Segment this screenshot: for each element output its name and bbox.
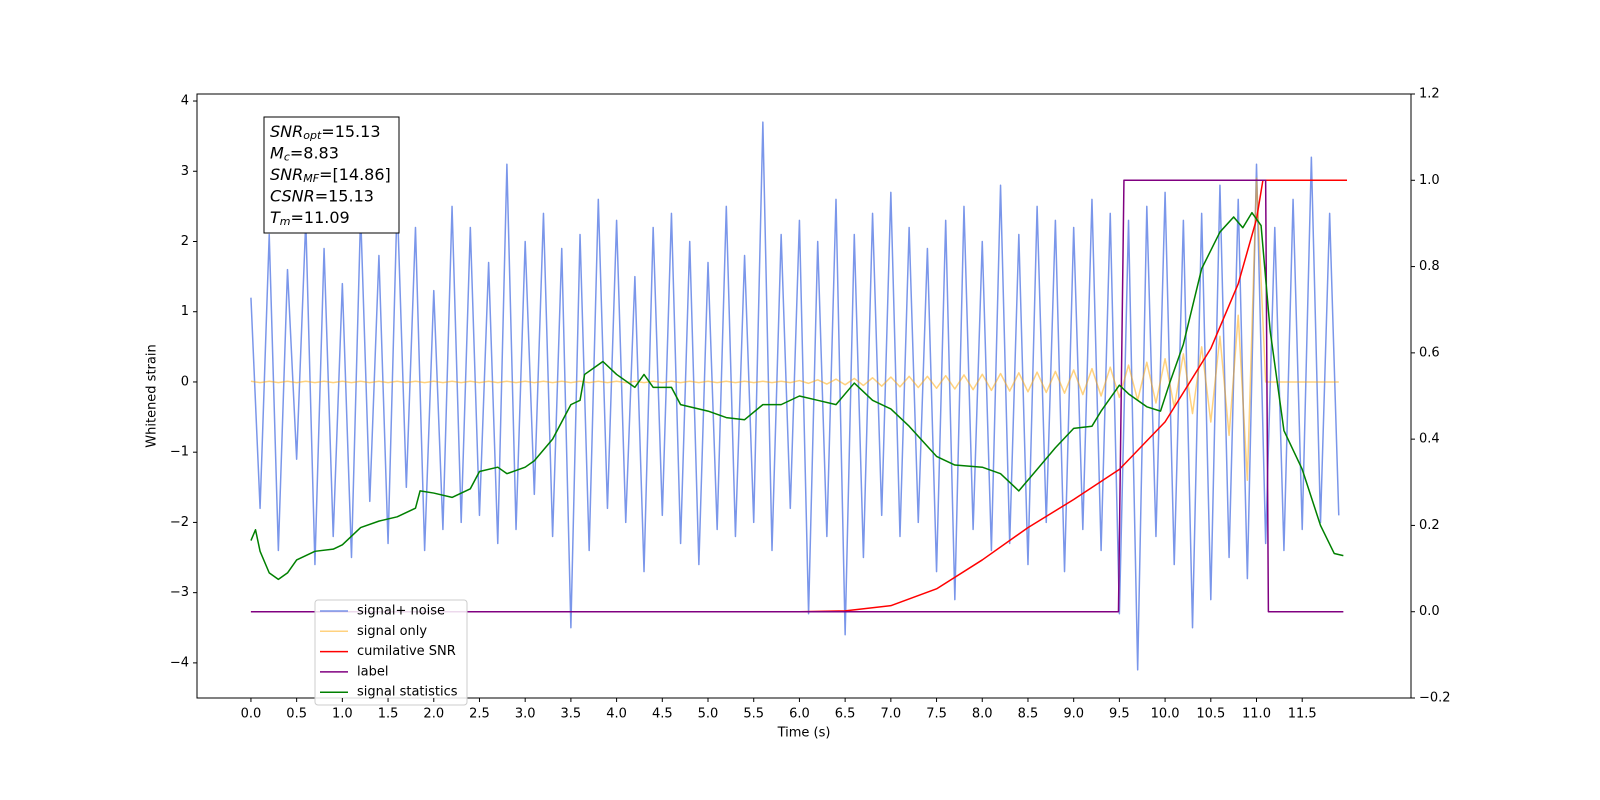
- annotation-subscript: m: [280, 215, 291, 228]
- y-tick-label: −3: [170, 585, 189, 600]
- x-tick-label: 6.5: [835, 707, 856, 722]
- annotation: Mc=8.83: [270, 143, 339, 164]
- y-tick-label: −1: [170, 445, 189, 460]
- annotation-symbol: SNR: [270, 165, 303, 184]
- series-line: [250, 179, 1344, 613]
- y-tick-label: 3: [181, 164, 189, 179]
- annotation-value: =8.83: [290, 143, 339, 162]
- annotation-subscript: MF: [303, 172, 319, 185]
- y2-tick-label: 0.0: [1419, 604, 1440, 619]
- x-tick-label: 7.5: [926, 707, 947, 722]
- x-tick-label: 8.5: [1018, 707, 1039, 722]
- y2-tick-label: 0.8: [1419, 259, 1440, 274]
- x-tick-label: 3.5: [561, 707, 582, 722]
- legend-label: cumilative SNR: [357, 644, 456, 659]
- annotation: Tm=11.09: [270, 208, 350, 229]
- annotation-symbol: SNR: [270, 122, 303, 141]
- annotation-symbol: M: [270, 143, 284, 162]
- annotation: CSNR=15.13: [270, 186, 374, 205]
- y-tick-label: 0: [181, 374, 189, 389]
- x-tick-label: 2.0: [423, 707, 444, 722]
- series-line: [250, 179, 1348, 613]
- x-tick-label: 9.0: [1063, 707, 1084, 722]
- annotation: SNRMF=[14.86]: [270, 165, 391, 186]
- annotation-value: =[14.86]: [319, 165, 391, 184]
- x-tick-label: 0.5: [286, 707, 307, 722]
- legend-label: label: [357, 664, 388, 679]
- x-tick-label: 2.5: [469, 707, 490, 722]
- x-tick-label: 1.0: [332, 707, 353, 722]
- y-tick-label: −4: [170, 655, 189, 670]
- series-line: [250, 121, 1340, 671]
- legend: signal+ noise signal only cumilative SNR la…: [314, 599, 468, 706]
- x-tick-label: 11.5: [1288, 707, 1317, 722]
- x-tick-label: 11.0: [1242, 707, 1271, 722]
- legend-label: signal+ noise: [357, 604, 445, 619]
- x-tick-label: 5.0: [698, 707, 719, 722]
- x-tick-label: 4.0: [606, 707, 627, 722]
- x-tick-label: 1.5: [378, 707, 399, 722]
- x-tick-label: 0.0: [241, 707, 262, 722]
- annotation: SNRopt=15.13: [270, 122, 381, 143]
- annotation-value: =15.13: [321, 122, 380, 141]
- x-tick-label: 10.0: [1151, 707, 1180, 722]
- annotation-symbol: CSNR: [270, 186, 315, 205]
- x-tick-label: 4.5: [652, 707, 673, 722]
- y2-tick-label: 1.0: [1419, 173, 1440, 188]
- annotation-subscript: c: [284, 151, 290, 164]
- series-line: [250, 211, 1344, 581]
- y2-tick-label: 1.2: [1419, 87, 1440, 102]
- y-tick-label: 2: [181, 234, 189, 249]
- x-tick-label: 3.0: [515, 707, 536, 722]
- annotation-value: =11.09: [291, 208, 350, 227]
- annotation-frame: [263, 116, 400, 234]
- annotation-subscript: opt: [303, 129, 322, 142]
- series-line: [250, 177, 1339, 482]
- annotation-box: SNRopt=15.13Mc=8.83SNRMF=[14.86]CSNR=15.…: [263, 116, 400, 234]
- legend-label: signal statistics: [357, 685, 458, 700]
- x-tick-label: 9.5: [1109, 707, 1130, 722]
- x-tick-label: 7.0: [881, 707, 902, 722]
- x-axis-label: Time (s): [777, 726, 831, 741]
- x-tick-label: 5.5: [743, 707, 764, 722]
- annotation-value: =15.13: [315, 186, 374, 205]
- plot-area: [250, 121, 1348, 671]
- y2-tick-label: 0.2: [1419, 518, 1440, 533]
- y2-tick-label: −0.2: [1419, 691, 1451, 706]
- annotation-symbol: T: [270, 208, 281, 227]
- y-tick-label: −2: [170, 515, 189, 530]
- x-tick-label: 6.0: [789, 707, 810, 722]
- y-tick-label: 4: [181, 94, 189, 109]
- legend-frame: [314, 599, 468, 706]
- x-tick-label: 8.0: [972, 707, 993, 722]
- y2-tick-label: 0.6: [1419, 345, 1440, 360]
- legend-label: signal only: [357, 624, 427, 639]
- x-tick-label: 10.5: [1196, 707, 1225, 722]
- axes-frame: [196, 93, 1412, 699]
- y-tick-label: 1: [181, 304, 189, 319]
- y2-tick-label: 0.4: [1419, 432, 1440, 447]
- y-axis-label: Whitened strain: [145, 344, 160, 447]
